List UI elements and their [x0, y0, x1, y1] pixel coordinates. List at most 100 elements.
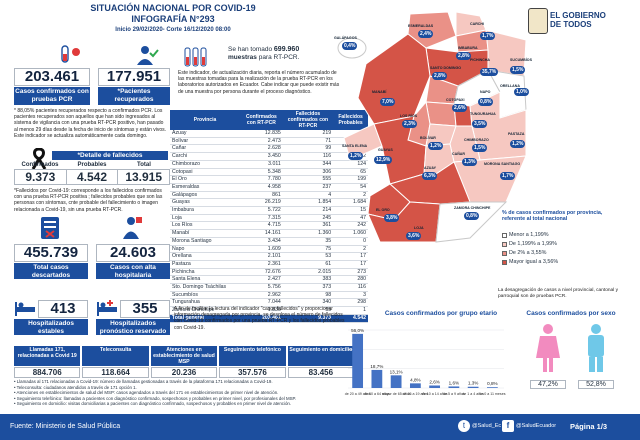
map-badge-esmeraldas: 2,4% — [418, 30, 434, 38]
calls-h3: Atenciones en establecimiento de salud M… — [150, 346, 218, 366]
map-badge-pastaza: 1,2% — [510, 140, 526, 148]
map-badge-pichincha: 35,7% — [480, 68, 499, 76]
map-badge-cotopaxi: 2,6% — [452, 104, 468, 112]
table-cell: 237 — [282, 183, 334, 192]
map-province-name: CARCHI — [470, 22, 484, 26]
table-cell: 26.219 — [240, 198, 283, 208]
table-row: Imbabura 5.722 214 15 — [170, 206, 368, 215]
map-province-name: AZUAY — [424, 166, 437, 170]
table-cell: 2.361 — [240, 260, 283, 269]
table-cell: 116 — [333, 283, 368, 292]
table-cell: 2.962 — [240, 291, 283, 300]
table-cell: 3.434 — [240, 237, 283, 246]
table-cell: 14.161 — [240, 229, 283, 238]
province-name: Los Ríos — [170, 221, 240, 231]
map-badge-galapagos: 0,4% — [342, 42, 358, 50]
table-cell: 5.756 — [240, 283, 283, 292]
deaths-col2: Probables — [77, 162, 107, 168]
age-category-label: de 15 a 19 años — [402, 392, 428, 396]
table-cell: 47 — [333, 214, 368, 223]
table-cell: 17 — [333, 252, 368, 261]
table-cell: 72.676 — [240, 268, 283, 277]
map-badge-sucumbios: 1,5% — [510, 66, 526, 74]
province-name: Guayas — [170, 198, 240, 208]
map-esmeraldas[interactable] — [407, 11, 457, 49]
map-badge-chimborazo: 1,5% — [472, 144, 488, 152]
calls-h4: Seguimiento telefónico — [219, 346, 286, 366]
deaths-col3: Total — [137, 162, 151, 168]
table-row: Napo 1.609 75 2 — [170, 245, 368, 254]
table-total-cell: Total general — [170, 314, 240, 323]
age-bar-label: 2,6% — [429, 379, 439, 384]
page-number: Página 1/3 — [570, 422, 608, 431]
table-cell: 55 — [282, 306, 334, 315]
map-zamora[interactable] — [435, 201, 508, 243]
age-bar — [467, 386, 479, 388]
age-bar-label: 13,1% — [390, 369, 403, 374]
table-cell: 65 — [333, 168, 368, 177]
table-cell: 7.315 — [240, 214, 283, 223]
recovered-note: * 88,05% pacientes recuperados respecto … — [14, 108, 167, 139]
table-cell: 17 — [333, 260, 368, 269]
female-percent: 47,2% — [530, 380, 566, 389]
table-row: Zamora Chinchipe 1.836 55 1 — [170, 306, 368, 315]
age-category-label: de 10 a 14 años — [422, 392, 448, 396]
table-header: Fallecidos confirmados con RT-PCR — [282, 110, 334, 130]
age-bar-label: 4,8% — [410, 377, 420, 382]
table-cell: 2.628 — [240, 144, 283, 154]
map-province-name: LOJA — [414, 226, 424, 230]
calls-values: 884.706 118.664 20.236 357.576 83.456 — [14, 367, 355, 378]
deaths-col1: Confirmados — [21, 162, 59, 168]
twitter-icon[interactable]: t — [458, 420, 470, 432]
calls-v4: 357.576 — [219, 367, 286, 378]
map-badge-zamora: 0,8% — [464, 212, 480, 220]
table-cell: 555 — [282, 175, 334, 184]
province-name: Imbabura — [170, 206, 240, 215]
legend-item: De 2% a 3,55% — [502, 250, 618, 256]
table-cell: 53 — [282, 252, 334, 261]
hospital-bed-icon — [14, 298, 36, 318]
male-percent: 52,8% — [578, 380, 614, 389]
recovered-label: *Pacientes recuperados — [98, 87, 170, 105]
map-footnote: La desagregación de casos a nivel provin… — [498, 288, 618, 300]
calls-h2: Teleconsulta — [82, 346, 149, 366]
province-name: Galápagos — [170, 191, 240, 200]
facebook-icon[interactable]: f — [502, 420, 514, 432]
icu-bed-icon — [96, 298, 118, 318]
legend-label: De 1,199% a 1,99% — [509, 241, 557, 247]
reserved-label: Hospitalizados pronóstico reservado — [96, 319, 170, 335]
table-row: Cotopaxi 5.348 306 65 — [170, 168, 368, 177]
map-province-name: ESMERALDAS — [408, 24, 434, 28]
discarded-value: 455.739 — [14, 244, 88, 262]
map-province-name: LOS RÍOS — [400, 114, 418, 118]
table-cell: 15 — [333, 206, 368, 215]
age-bar-label: 1,3% — [468, 381, 478, 386]
table-total-row: Total general 203.461 9.373 4.542 — [170, 314, 368, 323]
map-badge-santo-domingo: 2,8% — [432, 72, 448, 80]
social-twitter[interactable]: @Salud_Ec — [472, 423, 502, 429]
map-badge-canar: 1,3% — [462, 158, 478, 166]
map-province-name: SANTA ELENA — [342, 144, 368, 148]
table-cell: 298 — [333, 298, 368, 308]
legend-label: Mayor igual a 3,56% — [509, 259, 559, 265]
government-logo: EL GOBIERNO DE TODOS — [528, 8, 628, 38]
table-cell: 1.060 — [333, 229, 368, 238]
map-badge-tungurahua: 3,5% — [472, 120, 488, 128]
map-province-name: COTOPAXI — [446, 98, 465, 102]
province-name: Carchi — [170, 152, 240, 161]
map-province-name: SUCUMBÍOS — [510, 58, 532, 62]
map-manabi[interactable] — [357, 33, 431, 125]
table-total-cell: 9.373 — [282, 314, 334, 323]
table-cell: 12.835 — [240, 130, 283, 138]
legend-swatch — [502, 259, 507, 265]
calls-note: • Llamadas al 171 relacionadas a Covid-1… — [14, 379, 273, 384]
footer-source: Fuente: Ministerio de Salud Pública — [10, 423, 121, 430]
province-name: Zamora Chinchipe — [170, 306, 240, 315]
sample-tubes-icon — [180, 46, 222, 68]
social-facebook[interactable]: @SaludEcuador — [516, 423, 557, 429]
table-cell: 361 — [282, 221, 334, 231]
map-badge-el-oro: 3,8% — [384, 214, 400, 222]
table-row: Orellana 2.101 53 17 — [170, 252, 368, 261]
legend-swatch — [502, 250, 507, 256]
